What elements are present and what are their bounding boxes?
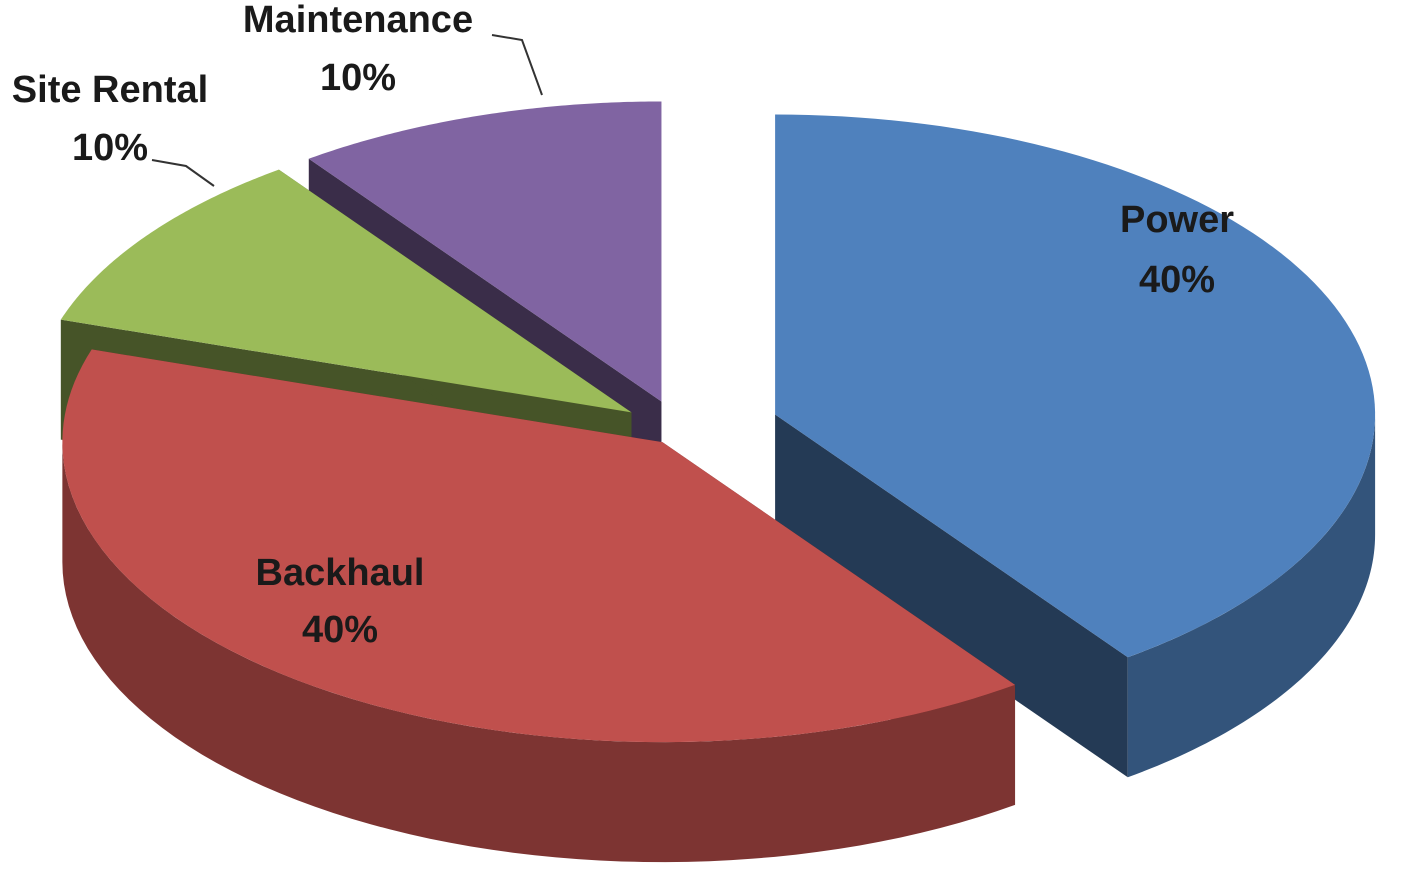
slice-label: Maintenance	[243, 0, 473, 41]
pie	[60, 101, 1376, 863]
slice-side	[62, 442, 1016, 863]
value-label: 40%	[1139, 259, 1215, 301]
slice	[308, 101, 662, 402]
slice-label: Site Rental	[12, 69, 208, 111]
slice	[60, 169, 632, 413]
slice	[62, 349, 1016, 743]
slice-label: Power	[1120, 199, 1234, 241]
slice-side	[1127, 414, 1376, 778]
value-label: 40%	[302, 609, 378, 651]
value-label: 10%	[72, 127, 148, 169]
leader-line	[151, 159, 215, 187]
leader-line	[491, 34, 543, 96]
slice	[775, 114, 1376, 658]
slice-wall	[775, 414, 1128, 778]
value-label: 10%	[320, 57, 396, 99]
slice-label: Backhaul	[256, 552, 425, 594]
